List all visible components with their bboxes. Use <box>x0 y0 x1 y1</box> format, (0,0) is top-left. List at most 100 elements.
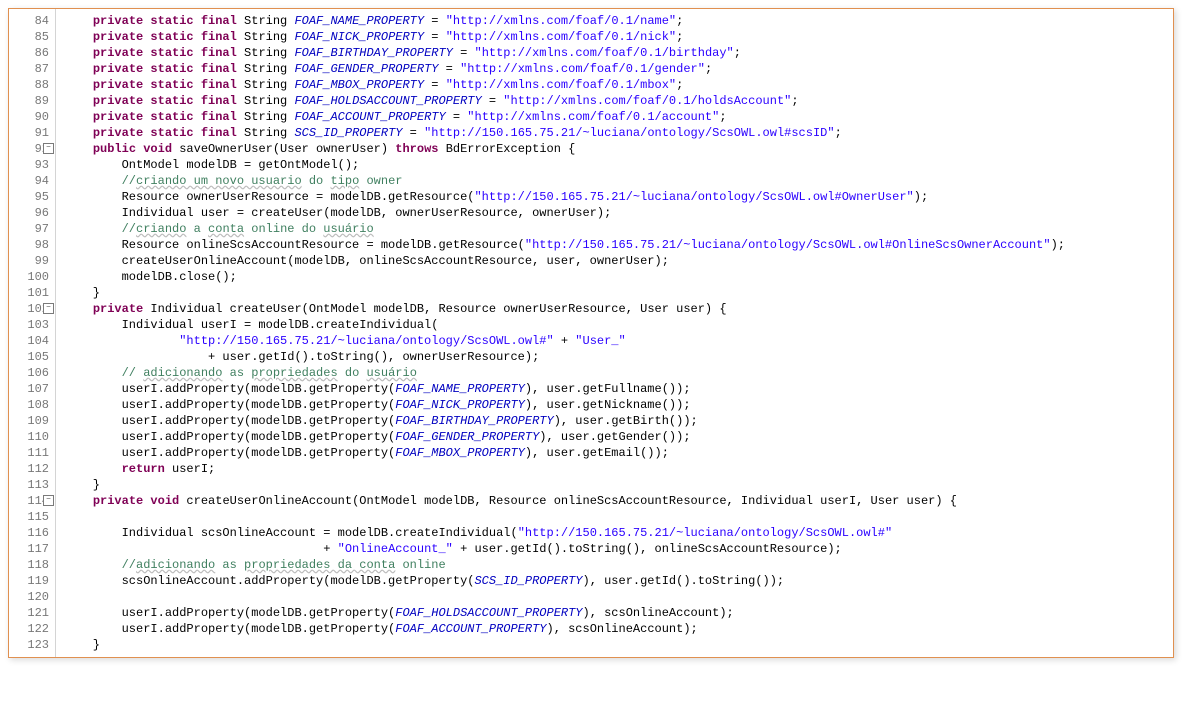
code-token: FOAF_HOLDSACCOUNT_PROPERTY <box>395 606 582 620</box>
code-line[interactable]: OntModel modelDB = getOntModel(); <box>64 157 1173 173</box>
line-number: 97 <box>11 221 53 237</box>
code-area[interactable]: private static final String FOAF_NAME_PR… <box>56 9 1173 657</box>
code-token: + <box>554 334 576 348</box>
code-token <box>64 30 93 44</box>
code-token: propriedades da conta <box>244 558 395 572</box>
code-line[interactable] <box>64 509 1173 525</box>
code-token: public void <box>93 142 172 156</box>
code-line[interactable]: + "OnlineAccount_" + user.getId().toStri… <box>64 541 1173 557</box>
code-line[interactable]: userI.addProperty(modelDB.getProperty(FO… <box>64 445 1173 461</box>
code-token: userI.addProperty(modelDB.getProperty( <box>64 398 395 412</box>
code-token: ); <box>914 190 928 204</box>
code-line[interactable]: public void saveOwnerUser(User ownerUser… <box>64 141 1173 157</box>
line-number: 96 <box>11 205 53 221</box>
code-line[interactable]: private static final String FOAF_BIRTHDA… <box>64 45 1173 61</box>
code-token: = <box>424 14 446 28</box>
code-line[interactable]: modelDB.close(); <box>64 269 1173 285</box>
code-token: "http://150.165.75.21/~luciana/ontology/… <box>474 190 913 204</box>
code-token <box>64 302 93 316</box>
code-token: "http://150.165.75.21/~luciana/ontology/… <box>179 334 553 348</box>
line-number: 111 <box>11 445 53 461</box>
line-number: 113 <box>11 477 53 493</box>
code-token: ), user.getGender()); <box>539 430 690 444</box>
code-line[interactable]: } <box>64 285 1173 301</box>
code-token: Individual user = createUser(modelDB, ow… <box>64 206 611 220</box>
code-token: FOAF_ACCOUNT_PROPERTY <box>395 622 546 636</box>
code-token: FOAF_MBOX_PROPERTY <box>395 446 525 460</box>
code-line[interactable]: private static final String FOAF_ACCOUNT… <box>64 109 1173 125</box>
code-token: Resource ownerUserResource = modelDB.get… <box>64 190 474 204</box>
code-line[interactable]: Individual scsOnlineAccount = modelDB.cr… <box>64 525 1173 541</box>
code-token: = <box>482 94 504 108</box>
code-line[interactable]: private void createUserOnlineAccount(Ont… <box>64 493 1173 509</box>
code-line[interactable]: userI.addProperty(modelDB.getProperty(FO… <box>64 397 1173 413</box>
fold-toggle-icon[interactable]: − <box>43 495 54 506</box>
code-line[interactable]: + user.getId().toString(), ownerUserReso… <box>64 349 1173 365</box>
code-line[interactable]: userI.addProperty(modelDB.getProperty(FO… <box>64 429 1173 445</box>
code-token: "http://xmlns.com/foaf/0.1/gender" <box>460 62 705 76</box>
line-number: 108 <box>11 397 53 413</box>
code-line[interactable]: scsOnlineAccount.addProperty(modelDB.get… <box>64 573 1173 589</box>
code-token: "http://xmlns.com/foaf/0.1/holdsAccount" <box>503 94 791 108</box>
code-token: + <box>64 542 338 556</box>
line-number: 107 <box>11 381 53 397</box>
code-token: "User_" <box>575 334 625 348</box>
code-token <box>64 462 122 476</box>
code-line[interactable]: //adicionando as propriedades da conta o… <box>64 557 1173 573</box>
code-line[interactable]: userI.addProperty(modelDB.getProperty(FO… <box>64 621 1173 637</box>
code-token: String <box>237 78 295 92</box>
code-token: userI.addProperty(modelDB.getProperty( <box>64 606 395 620</box>
code-line[interactable]: private static final String FOAF_HOLDSAC… <box>64 93 1173 109</box>
code-line[interactable]: private Individual createUser(OntModel m… <box>64 301 1173 317</box>
code-token: FOAF_ACCOUNT_PROPERTY <box>294 110 445 124</box>
code-token: Individual scsOnlineAccount = modelDB.cr… <box>64 526 518 540</box>
code-token: ; <box>734 46 741 60</box>
code-line[interactable]: private static final String SCS_ID_PROPE… <box>64 125 1173 141</box>
code-line[interactable]: } <box>64 637 1173 653</box>
code-token: = <box>424 78 446 92</box>
code-line[interactable]: userI.addProperty(modelDB.getProperty(FO… <box>64 605 1173 621</box>
line-number: 86 <box>11 45 53 61</box>
code-token: conta <box>208 222 244 236</box>
code-token: ), user.getId().toString()); <box>583 574 785 588</box>
code-token: Resource onlineScsAccountResource = mode… <box>64 238 525 252</box>
code-token: private static final <box>93 126 237 140</box>
code-token: ), user.getFullname()); <box>525 382 691 396</box>
code-line[interactable]: return userI; <box>64 461 1173 477</box>
code-token: userI.addProperty(modelDB.getProperty( <box>64 622 395 636</box>
code-token: "http://150.165.75.21/~luciana/ontology/… <box>424 126 834 140</box>
code-line[interactable]: userI.addProperty(modelDB.getProperty(FO… <box>64 381 1173 397</box>
code-line[interactable]: Resource onlineScsAccountResource = mode… <box>64 237 1173 253</box>
fold-toggle-icon[interactable]: − <box>43 303 54 314</box>
fold-toggle-icon[interactable]: − <box>43 143 54 154</box>
code-line[interactable]: //criando a conta online do usuário <box>64 221 1173 237</box>
code-line[interactable]: userI.addProperty(modelDB.getProperty(FO… <box>64 413 1173 429</box>
code-token <box>64 126 93 140</box>
code-line[interactable]: // adicionando as propriedades do usuári… <box>64 365 1173 381</box>
code-line[interactable]: createUserOnlineAccount(modelDB, onlineS… <box>64 253 1173 269</box>
code-line[interactable]: private static final String FOAF_NAME_PR… <box>64 13 1173 29</box>
code-line[interactable]: Individual user = createUser(modelDB, ow… <box>64 205 1173 221</box>
line-number: 115 <box>11 509 53 525</box>
code-line[interactable]: } <box>64 477 1173 493</box>
code-token: // <box>122 366 144 380</box>
code-token: "http://150.165.75.21/~luciana/ontology/… <box>525 238 1051 252</box>
code-token: adicionando <box>136 558 215 572</box>
code-line[interactable]: Individual userI = modelDB.createIndivid… <box>64 317 1173 333</box>
line-number: 103 <box>11 317 53 333</box>
code-token: scsOnlineAccount.addProperty(modelDB.get… <box>64 574 474 588</box>
code-token: do <box>302 174 331 188</box>
code-token: "http://xmlns.com/foaf/0.1/mbox" <box>446 78 676 92</box>
code-line[interactable]: "http://150.165.75.21/~luciana/ontology/… <box>64 333 1173 349</box>
code-line[interactable]: private static final String FOAF_GENDER_… <box>64 61 1173 77</box>
code-token: throws <box>395 142 438 156</box>
code-line[interactable]: //criando um novo usuario do tipo owner <box>64 173 1173 189</box>
line-number: 117 <box>11 541 53 557</box>
code-editor[interactable]: 848586878889909192−939495969798991001011… <box>8 8 1174 658</box>
code-line[interactable] <box>64 589 1173 605</box>
code-token <box>64 142 93 156</box>
code-line[interactable]: Resource ownerUserResource = modelDB.get… <box>64 189 1173 205</box>
code-token: private static final <box>93 14 237 28</box>
code-line[interactable]: private static final String FOAF_MBOX_PR… <box>64 77 1173 93</box>
code-line[interactable]: private static final String FOAF_NICK_PR… <box>64 29 1173 45</box>
